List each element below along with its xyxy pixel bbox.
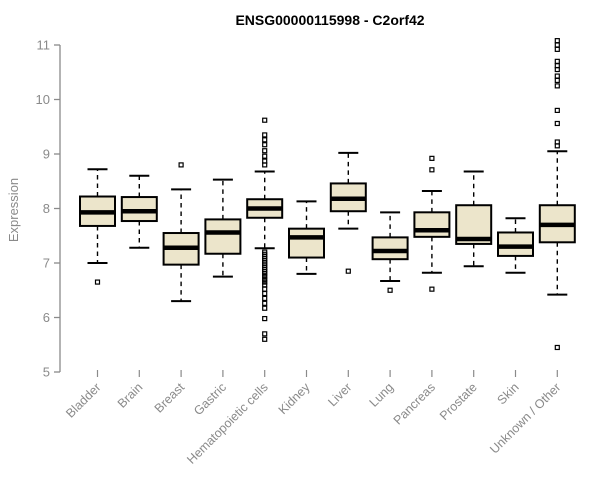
y-tick-label: 7 bbox=[43, 256, 50, 271]
outlier-point bbox=[262, 148, 268, 154]
y-tick-label: 5 bbox=[43, 365, 50, 380]
outlier-point bbox=[262, 271, 268, 277]
outlier-point bbox=[262, 286, 268, 292]
x-tick-label: Brain bbox=[115, 380, 146, 411]
x-tick-label: Unknown / Other bbox=[487, 380, 563, 456]
x-tick-label: Prostate bbox=[437, 380, 480, 423]
outlier-point bbox=[262, 290, 268, 297]
outlier-point bbox=[554, 46, 560, 52]
outlier-point bbox=[554, 120, 560, 127]
chart-title: ENSG00000115998 - C2orf42 bbox=[235, 12, 425, 28]
outlier-point bbox=[262, 274, 268, 280]
outlier-point bbox=[554, 58, 560, 64]
outlier-point bbox=[262, 276, 268, 282]
outlier-point bbox=[387, 287, 393, 293]
box bbox=[204, 218, 242, 255]
x-tick-label: Hematopoietic cells bbox=[184, 380, 271, 467]
outlier-point bbox=[262, 305, 268, 311]
outlier-point bbox=[262, 142, 268, 148]
outlier-point bbox=[262, 117, 268, 123]
outlier-point bbox=[554, 73, 560, 79]
x-tick-label: Gastric bbox=[191, 380, 229, 418]
outlier-point bbox=[178, 162, 184, 168]
outlier-point bbox=[554, 83, 560, 89]
box bbox=[413, 211, 451, 238]
y-tick-label: 10 bbox=[36, 92, 50, 107]
x-tick-label: Kidney bbox=[276, 380, 313, 417]
outlier-point bbox=[554, 107, 560, 114]
outlier-point bbox=[262, 300, 268, 306]
outlier-point bbox=[262, 315, 268, 322]
outlier-point bbox=[554, 66, 560, 73]
outlier-point bbox=[262, 162, 268, 168]
outlier-point bbox=[262, 331, 268, 337]
outlier-point bbox=[554, 344, 560, 351]
outlier-point bbox=[94, 279, 101, 285]
y-tick-label: 8 bbox=[43, 201, 50, 216]
y-tick-label: 9 bbox=[43, 147, 50, 162]
outlier-point bbox=[429, 286, 435, 292]
outlier-point bbox=[262, 336, 268, 342]
outlier-point bbox=[554, 77, 560, 84]
box bbox=[371, 236, 409, 261]
outlier-point bbox=[429, 167, 435, 173]
y-tick-label: 6 bbox=[43, 310, 50, 325]
y-tick-label: 11 bbox=[37, 38, 51, 53]
outlier-point bbox=[262, 153, 268, 159]
outlier-point bbox=[262, 137, 268, 143]
outlier-point bbox=[345, 268, 351, 274]
outlier-point bbox=[262, 279, 268, 285]
x-tick-label: Pancreas bbox=[391, 380, 438, 427]
outlier-point bbox=[554, 143, 560, 149]
x-tick-label: Skin bbox=[495, 380, 522, 407]
x-tick-label: Bladder bbox=[63, 380, 103, 420]
box bbox=[497, 231, 534, 257]
x-tick-label: Liver bbox=[325, 380, 354, 409]
box bbox=[288, 227, 325, 259]
outlier-point bbox=[554, 38, 560, 44]
outlier-point bbox=[262, 295, 268, 302]
x-tick-label: Lung bbox=[367, 380, 397, 410]
x-tick-label: Breast bbox=[152, 380, 188, 416]
outlier-point bbox=[429, 155, 435, 161]
outlier-point bbox=[262, 132, 268, 138]
outlier-point bbox=[554, 42, 560, 48]
outlier-point bbox=[262, 282, 268, 288]
